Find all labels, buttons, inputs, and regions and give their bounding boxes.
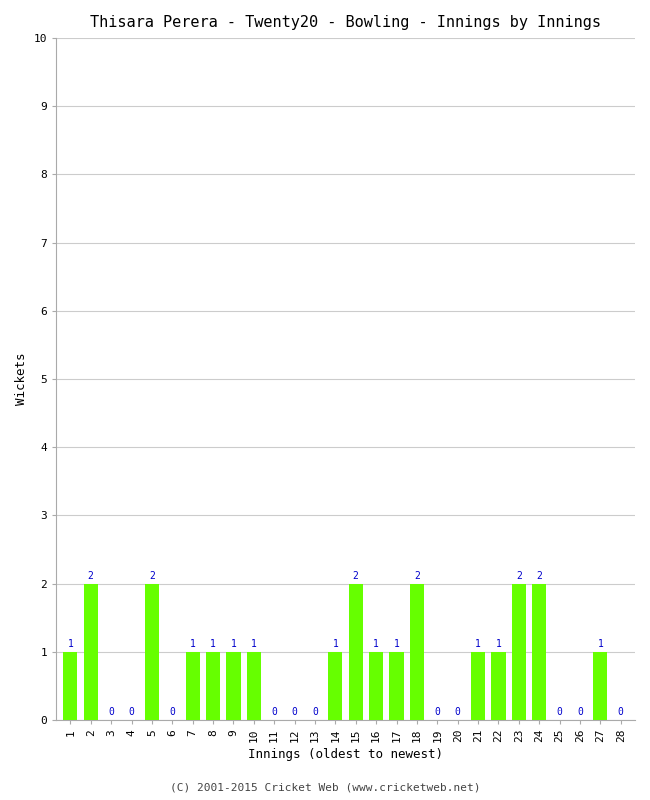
Bar (410, 583, 424, 720)
Text: 0: 0 (312, 707, 318, 717)
Text: 0: 0 (455, 707, 461, 717)
Bar (185, 652, 200, 720)
Text: 1: 1 (231, 639, 237, 649)
Text: 0: 0 (108, 707, 114, 717)
Text: 1: 1 (190, 639, 196, 649)
Text: 1: 1 (251, 639, 257, 649)
Bar (226, 652, 240, 720)
Text: 2: 2 (149, 571, 155, 581)
Text: 1: 1 (393, 639, 400, 649)
Text: 0: 0 (556, 707, 562, 717)
Text: 2: 2 (516, 571, 522, 581)
Bar (491, 652, 506, 720)
Text: 2: 2 (414, 571, 420, 581)
Text: 0: 0 (434, 707, 440, 717)
Text: 2: 2 (536, 571, 542, 581)
Text: 1: 1 (210, 639, 216, 649)
Text: 1: 1 (475, 639, 481, 649)
Text: 0: 0 (577, 707, 583, 717)
Bar (348, 583, 363, 720)
Text: 1: 1 (332, 639, 338, 649)
Bar (512, 583, 526, 720)
Text: 0: 0 (292, 707, 298, 717)
Bar (145, 583, 159, 720)
Title: Thisara Perera - Twenty20 - Bowling - Innings by Innings: Thisara Perera - Twenty20 - Bowling - In… (90, 15, 601, 30)
Bar (84, 583, 98, 720)
Text: 2: 2 (88, 571, 94, 581)
Text: 1: 1 (373, 639, 379, 649)
Text: 1: 1 (495, 639, 501, 649)
Text: 2: 2 (353, 571, 359, 581)
Text: 1: 1 (597, 639, 603, 649)
Text: 0: 0 (271, 707, 277, 717)
Y-axis label: Wickets: Wickets (15, 353, 28, 406)
Bar (593, 652, 608, 720)
Text: 0: 0 (129, 707, 135, 717)
Bar (63, 652, 77, 720)
Bar (389, 652, 404, 720)
Bar (247, 652, 261, 720)
Text: 0: 0 (170, 707, 176, 717)
Text: 1: 1 (68, 639, 73, 649)
Bar (369, 652, 384, 720)
Bar (471, 652, 485, 720)
Bar (206, 652, 220, 720)
Text: 0: 0 (618, 707, 623, 717)
Bar (532, 583, 547, 720)
Bar (328, 652, 343, 720)
Text: (C) 2001-2015 Cricket Web (www.cricketweb.net): (C) 2001-2015 Cricket Web (www.cricketwe… (170, 782, 480, 792)
X-axis label: Innings (oldest to newest): Innings (oldest to newest) (248, 748, 443, 761)
